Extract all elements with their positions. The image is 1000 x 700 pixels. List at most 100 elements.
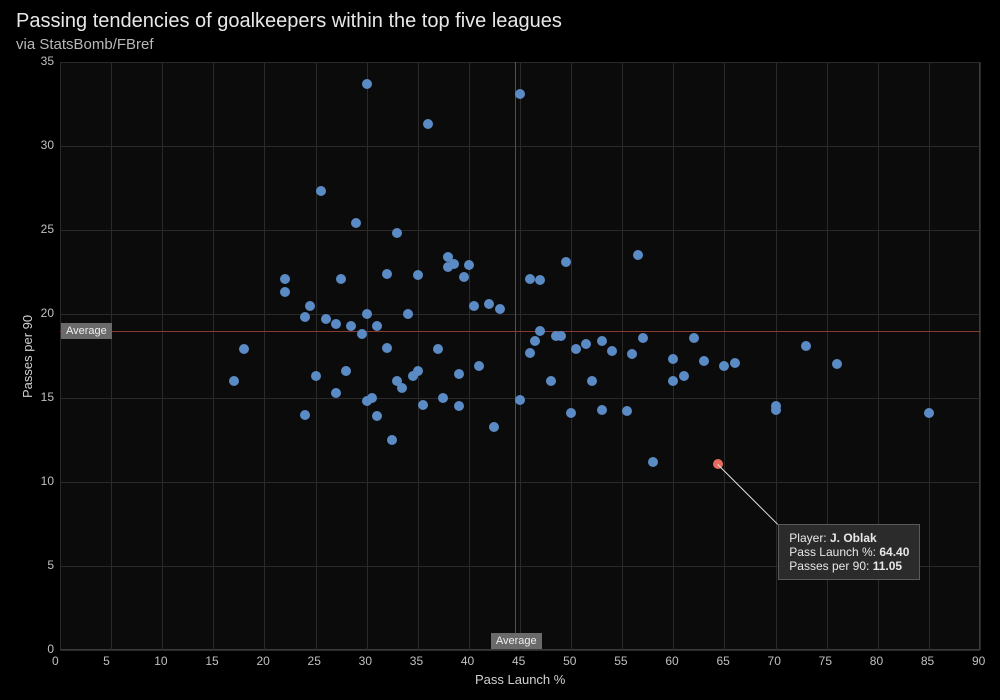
data-point[interactable] <box>566 408 576 418</box>
data-point[interactable] <box>311 371 321 381</box>
grid-line-horizontal <box>60 62 980 63</box>
x-tick-label: 65 <box>716 654 729 668</box>
data-point[interactable] <box>280 287 290 297</box>
data-point[interactable] <box>556 331 566 341</box>
data-point[interactable] <box>449 259 459 269</box>
data-point[interactable] <box>464 260 474 270</box>
data-point[interactable] <box>530 336 540 346</box>
data-point[interactable] <box>300 312 310 322</box>
data-point[interactable] <box>433 344 443 354</box>
data-point[interactable] <box>474 361 484 371</box>
tooltip-label: Passes per 90: <box>789 559 872 573</box>
data-point[interactable] <box>668 376 678 386</box>
data-point[interactable] <box>239 344 249 354</box>
data-point[interactable] <box>362 79 372 89</box>
data-point[interactable] <box>638 333 648 343</box>
data-point[interactable] <box>495 304 505 314</box>
data-point[interactable] <box>321 314 331 324</box>
avg-badge-x: Average <box>491 633 542 649</box>
data-point[interactable] <box>403 309 413 319</box>
data-point[interactable] <box>413 366 423 376</box>
x-tick-label: 40 <box>461 654 474 668</box>
data-point[interactable] <box>423 119 433 129</box>
y-tick-label: 5 <box>47 558 54 572</box>
data-point[interactable] <box>331 319 341 329</box>
data-point[interactable] <box>454 401 464 411</box>
data-point[interactable] <box>633 250 643 260</box>
x-tick-label: 50 <box>563 654 576 668</box>
grid-line-vertical <box>418 62 419 650</box>
data-point[interactable] <box>525 348 535 358</box>
x-axis-label: Pass Launch % <box>475 672 565 687</box>
data-point[interactable] <box>587 376 597 386</box>
data-point[interactable] <box>392 228 402 238</box>
chart-title: Passing tendencies of goalkeepers within… <box>16 10 562 33</box>
avg-line-horizontal <box>60 331 980 332</box>
data-point[interactable] <box>627 349 637 359</box>
data-point[interactable] <box>699 356 709 366</box>
data-point[interactable] <box>571 344 581 354</box>
data-point[interactable] <box>418 400 428 410</box>
data-point[interactable] <box>484 299 494 309</box>
avg-badge-y: Average <box>61 323 112 339</box>
data-point[interactable] <box>362 309 372 319</box>
grid-line-horizontal <box>60 146 980 147</box>
grid-line-vertical <box>980 62 981 650</box>
data-point[interactable] <box>607 346 617 356</box>
data-point[interactable] <box>357 329 367 339</box>
data-point[interactable] <box>515 89 525 99</box>
y-tick-label: 25 <box>41 222 54 236</box>
data-point[interactable] <box>648 457 658 467</box>
data-point[interactable] <box>382 343 392 353</box>
grid-line-vertical <box>213 62 214 650</box>
data-point[interactable] <box>305 301 315 311</box>
tooltip-row: Pass Launch %: 64.40 <box>789 545 909 559</box>
data-point[interactable] <box>525 274 535 284</box>
data-point[interactable] <box>351 218 361 228</box>
data-point[interactable] <box>438 393 448 403</box>
data-point[interactable] <box>372 411 382 421</box>
data-point[interactable] <box>581 339 591 349</box>
data-point[interactable] <box>454 369 464 379</box>
data-point[interactable] <box>331 388 341 398</box>
data-point[interactable] <box>459 272 469 282</box>
data-point[interactable] <box>689 333 699 343</box>
data-point[interactable] <box>668 354 678 364</box>
data-point[interactable] <box>382 269 392 279</box>
data-point[interactable] <box>372 321 382 331</box>
data-point[interactable] <box>300 410 310 420</box>
data-point[interactable] <box>397 383 407 393</box>
data-point[interactable] <box>679 371 689 381</box>
data-point[interactable] <box>469 301 479 311</box>
data-point[interactable] <box>316 186 326 196</box>
data-point[interactable] <box>413 270 423 280</box>
data-point[interactable] <box>730 358 740 368</box>
data-point[interactable] <box>801 341 811 351</box>
data-point[interactable] <box>832 359 842 369</box>
data-point[interactable] <box>535 275 545 285</box>
data-point[interactable] <box>341 366 351 376</box>
data-point[interactable] <box>597 405 607 415</box>
data-point[interactable] <box>561 257 571 267</box>
data-point[interactable] <box>622 406 632 416</box>
tooltip: Player: J. OblakPass Launch %: 64.40Pass… <box>778 524 920 580</box>
tooltip-value: J. Oblak <box>830 531 877 545</box>
data-point[interactable] <box>515 395 525 405</box>
grid-line-horizontal <box>60 650 980 651</box>
data-point[interactable] <box>387 435 397 445</box>
data-point[interactable] <box>597 336 607 346</box>
x-tick-label: 10 <box>154 654 167 668</box>
data-point[interactable] <box>535 326 545 336</box>
data-point[interactable] <box>367 393 377 403</box>
data-point[interactable] <box>924 408 934 418</box>
data-point[interactable] <box>489 422 499 432</box>
data-point[interactable] <box>546 376 556 386</box>
data-point[interactable] <box>280 274 290 284</box>
data-point[interactable] <box>771 405 781 415</box>
tooltip-value: 64.40 <box>879 545 909 559</box>
data-point[interactable] <box>719 361 729 371</box>
data-point[interactable] <box>229 376 239 386</box>
data-point[interactable] <box>336 274 346 284</box>
grid-line-vertical <box>60 62 61 650</box>
data-point[interactable] <box>346 321 356 331</box>
